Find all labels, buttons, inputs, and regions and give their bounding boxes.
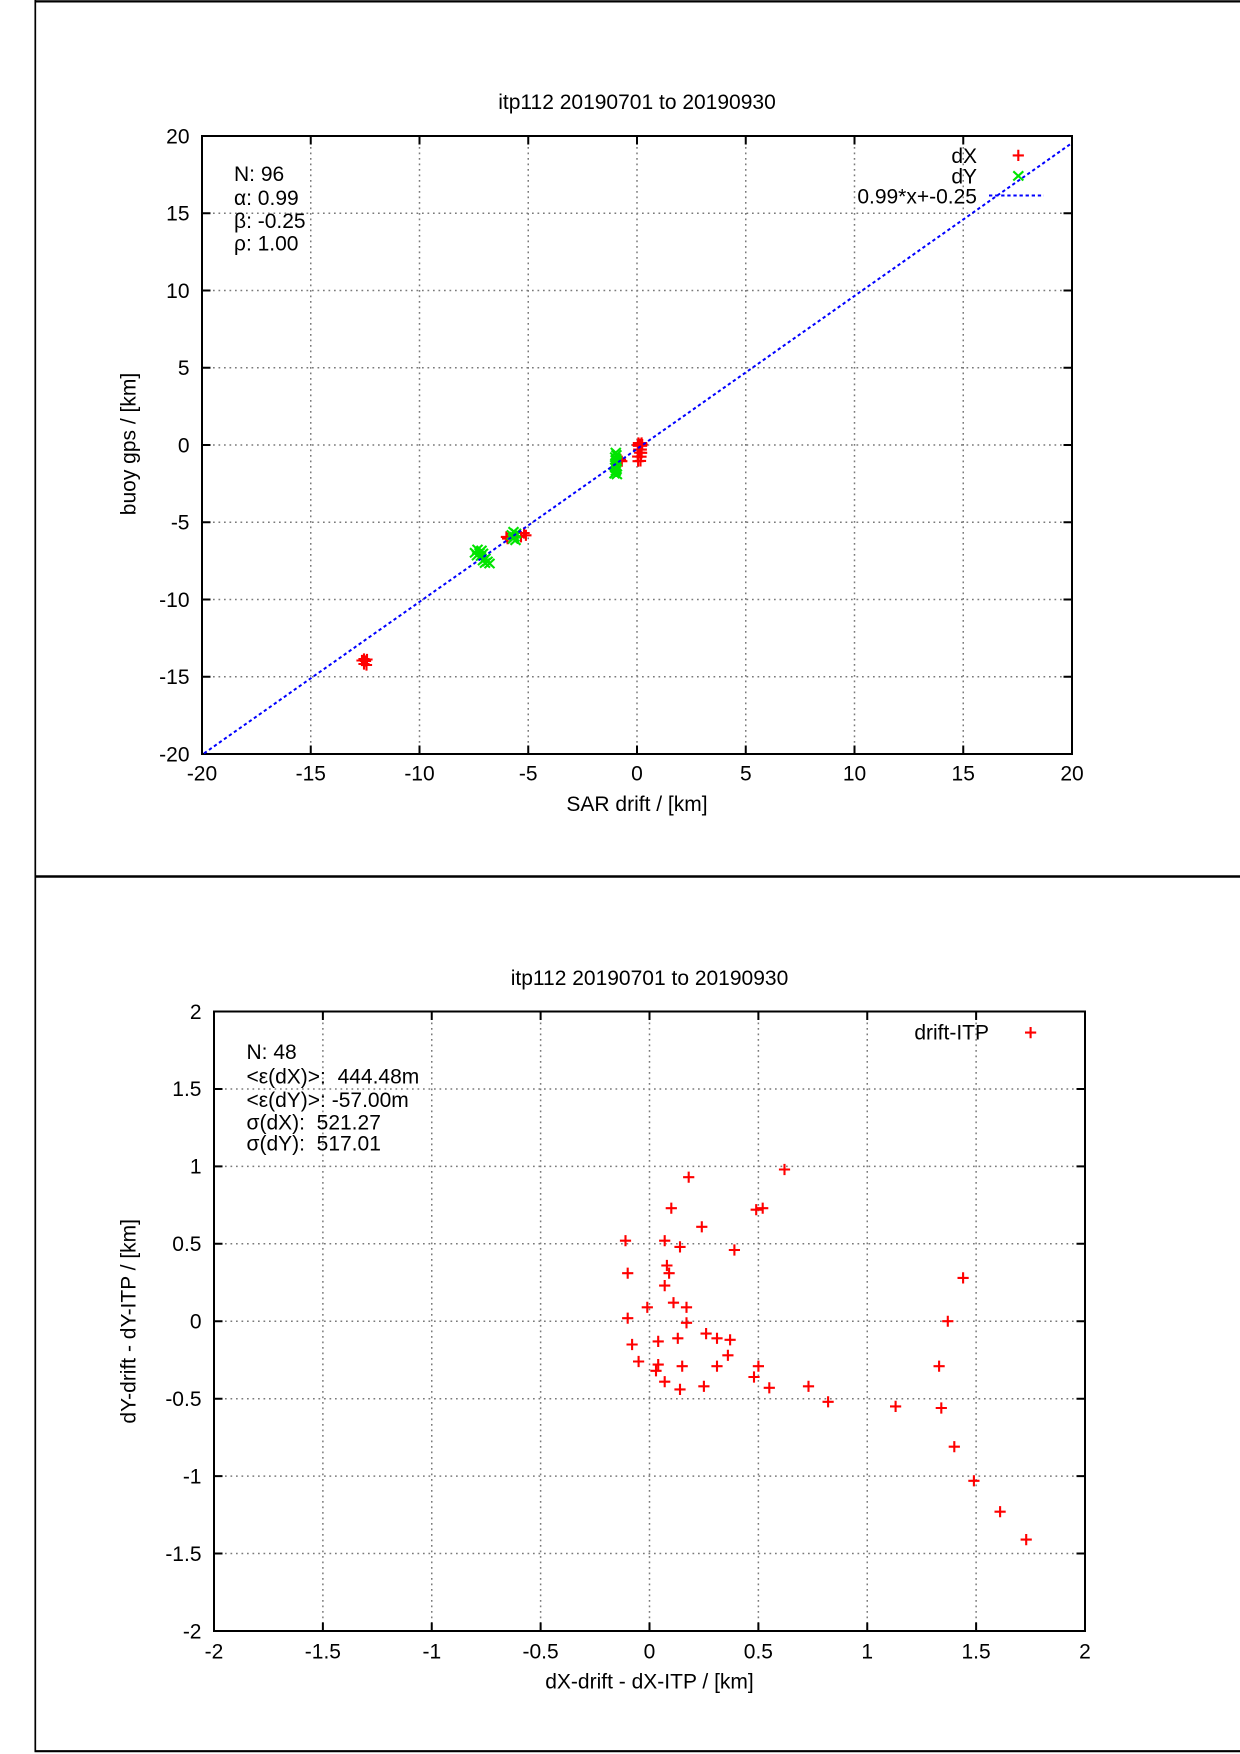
svg-text:0.5: 0.5 <box>744 1640 773 1663</box>
svg-text:-0.5: -0.5 <box>165 1388 201 1411</box>
svg-text:-2: -2 <box>205 1640 224 1663</box>
svg-text:0: 0 <box>190 1311 202 1334</box>
svg-text:20: 20 <box>1060 763 1083 786</box>
svg-text:10: 10 <box>843 763 866 786</box>
svg-text:-0.5: -0.5 <box>523 1640 559 1663</box>
svg-text:-1.5: -1.5 <box>305 1640 341 1663</box>
svg-text:5: 5 <box>178 357 190 380</box>
svg-text:<ε(dY)>: -57.00m: <ε(dY)>: -57.00m <box>247 1089 409 1112</box>
svg-text:-20: -20 <box>187 763 217 786</box>
svg-text:buoy gps / [km]: buoy gps / [km] <box>118 373 141 515</box>
svg-text:-1.5: -1.5 <box>165 1543 201 1566</box>
svg-text:15: 15 <box>952 763 975 786</box>
svg-text:-10: -10 <box>159 589 189 612</box>
svg-text:1.5: 1.5 <box>961 1640 990 1663</box>
svg-text:0.5: 0.5 <box>172 1233 201 1256</box>
svg-text:20: 20 <box>166 125 189 148</box>
svg-text:1: 1 <box>190 1156 202 1179</box>
svg-text:dY: dY <box>951 165 977 188</box>
svg-text:σ(dY): 517.01: σ(dY): 517.01 <box>247 1133 381 1156</box>
svg-text:1: 1 <box>861 1640 873 1663</box>
svg-text:drift-ITP: drift-ITP <box>914 1021 989 1044</box>
svg-text:N: 96: N: 96 <box>234 163 284 186</box>
svg-text:dX-drift - dX-ITP / [km]: dX-drift - dX-ITP / [km] <box>545 1671 753 1694</box>
svg-text:itp112 20190701 to 20190930: itp112 20190701 to 20190930 <box>498 91 776 114</box>
svg-text:-2: -2 <box>183 1620 202 1643</box>
svg-text:15: 15 <box>166 203 189 226</box>
svg-text:β: -0.25: β: -0.25 <box>234 210 306 233</box>
svg-text:0: 0 <box>644 1640 656 1663</box>
svg-text:1.5: 1.5 <box>172 1078 201 1101</box>
svg-text:-15: -15 <box>159 666 189 689</box>
svg-text:2: 2 <box>190 1001 202 1024</box>
svg-text:ρ: 1.00: ρ: 1.00 <box>234 233 299 256</box>
svg-text:10: 10 <box>166 280 189 303</box>
svg-text:N: 48: N: 48 <box>247 1041 297 1064</box>
svg-text:<ε(dX)>: 444.48m: <ε(dX)>: 444.48m <box>247 1065 420 1088</box>
svg-text:dY-drift - dY-ITP / [km]: dY-drift - dY-ITP / [km] <box>118 1219 141 1424</box>
svg-text:-20: -20 <box>159 743 189 766</box>
svg-text:dX: dX <box>951 145 977 168</box>
svg-text:SAR drift / [km]: SAR drift / [km] <box>566 793 707 816</box>
svg-text:-5: -5 <box>171 512 190 535</box>
svg-text:-5: -5 <box>519 763 538 786</box>
svg-text:σ(dX): 521.27: σ(dX): 521.27 <box>247 1111 381 1134</box>
svg-text:itp112 20190701 to 20190930: itp112 20190701 to 20190930 <box>511 967 789 990</box>
svg-text:0: 0 <box>178 434 190 457</box>
svg-text:5: 5 <box>740 763 752 786</box>
svg-text:α: 0.99: α: 0.99 <box>234 187 299 210</box>
svg-text:2: 2 <box>1079 1640 1091 1663</box>
svg-text:-15: -15 <box>296 763 326 786</box>
svg-text:-1: -1 <box>183 1465 202 1488</box>
svg-text:-10: -10 <box>404 763 434 786</box>
svg-text:-1: -1 <box>422 1640 441 1663</box>
svg-text:0.99*x+-0.25: 0.99*x+-0.25 <box>857 186 977 209</box>
svg-text:0: 0 <box>631 763 643 786</box>
